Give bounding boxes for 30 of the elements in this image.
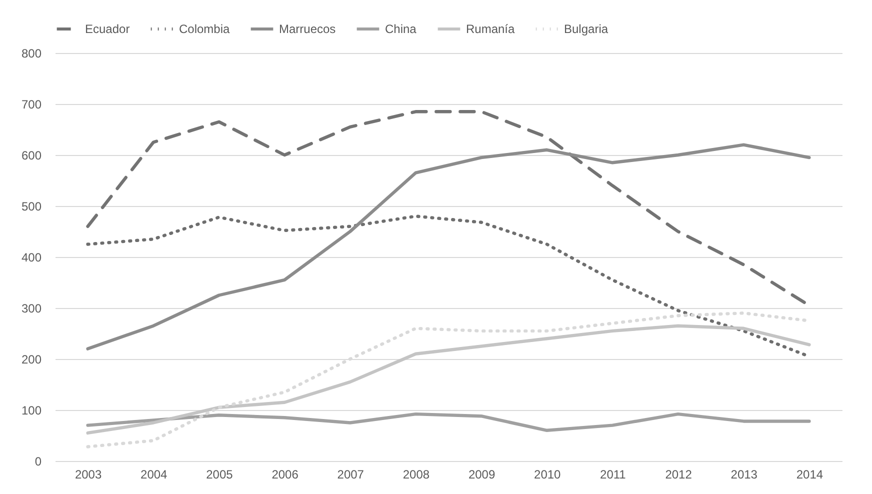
x-tick-label: 2009: [468, 468, 496, 482]
x-tick-label: 2003: [74, 468, 102, 482]
x-tick-label: 2004: [140, 468, 168, 482]
y-tick-label: 800: [21, 46, 42, 60]
y-tick-label: 600: [21, 148, 42, 162]
x-tick-label: 2011: [600, 468, 626, 482]
line-series: [86, 412, 811, 432]
legend-label: Colombia: [179, 22, 230, 36]
line-series: [86, 324, 811, 435]
y-tick-label: 200: [21, 352, 42, 366]
x-tick-label: 2005: [206, 468, 234, 482]
y-tick-label: 0: [34, 454, 42, 468]
x-tick-label: 2013: [730, 468, 758, 482]
x-tick-label: 2007: [337, 468, 364, 482]
legend-label: Marruecos: [279, 22, 336, 36]
legend-label: China: [385, 22, 417, 36]
legend-label: Ecuador: [85, 22, 130, 36]
y-tick-label: 700: [21, 98, 42, 112]
y-tick-label: 500: [21, 200, 42, 214]
y-tick-label: 400: [21, 250, 42, 264]
line-series: [86, 143, 811, 350]
y-tick-label: 300: [21, 302, 42, 316]
x-tick-label: 2014: [796, 468, 824, 482]
legend-label: Bulgaria: [564, 22, 608, 36]
x-tick-label: 2006: [272, 468, 299, 482]
y-tick-label: 100: [21, 404, 42, 418]
legend-label: Rumanía: [466, 22, 516, 36]
x-tick-label: 2008: [402, 468, 430, 482]
x-tick-label: 2012: [665, 468, 692, 482]
x-tick-label: 2010: [534, 468, 562, 482]
